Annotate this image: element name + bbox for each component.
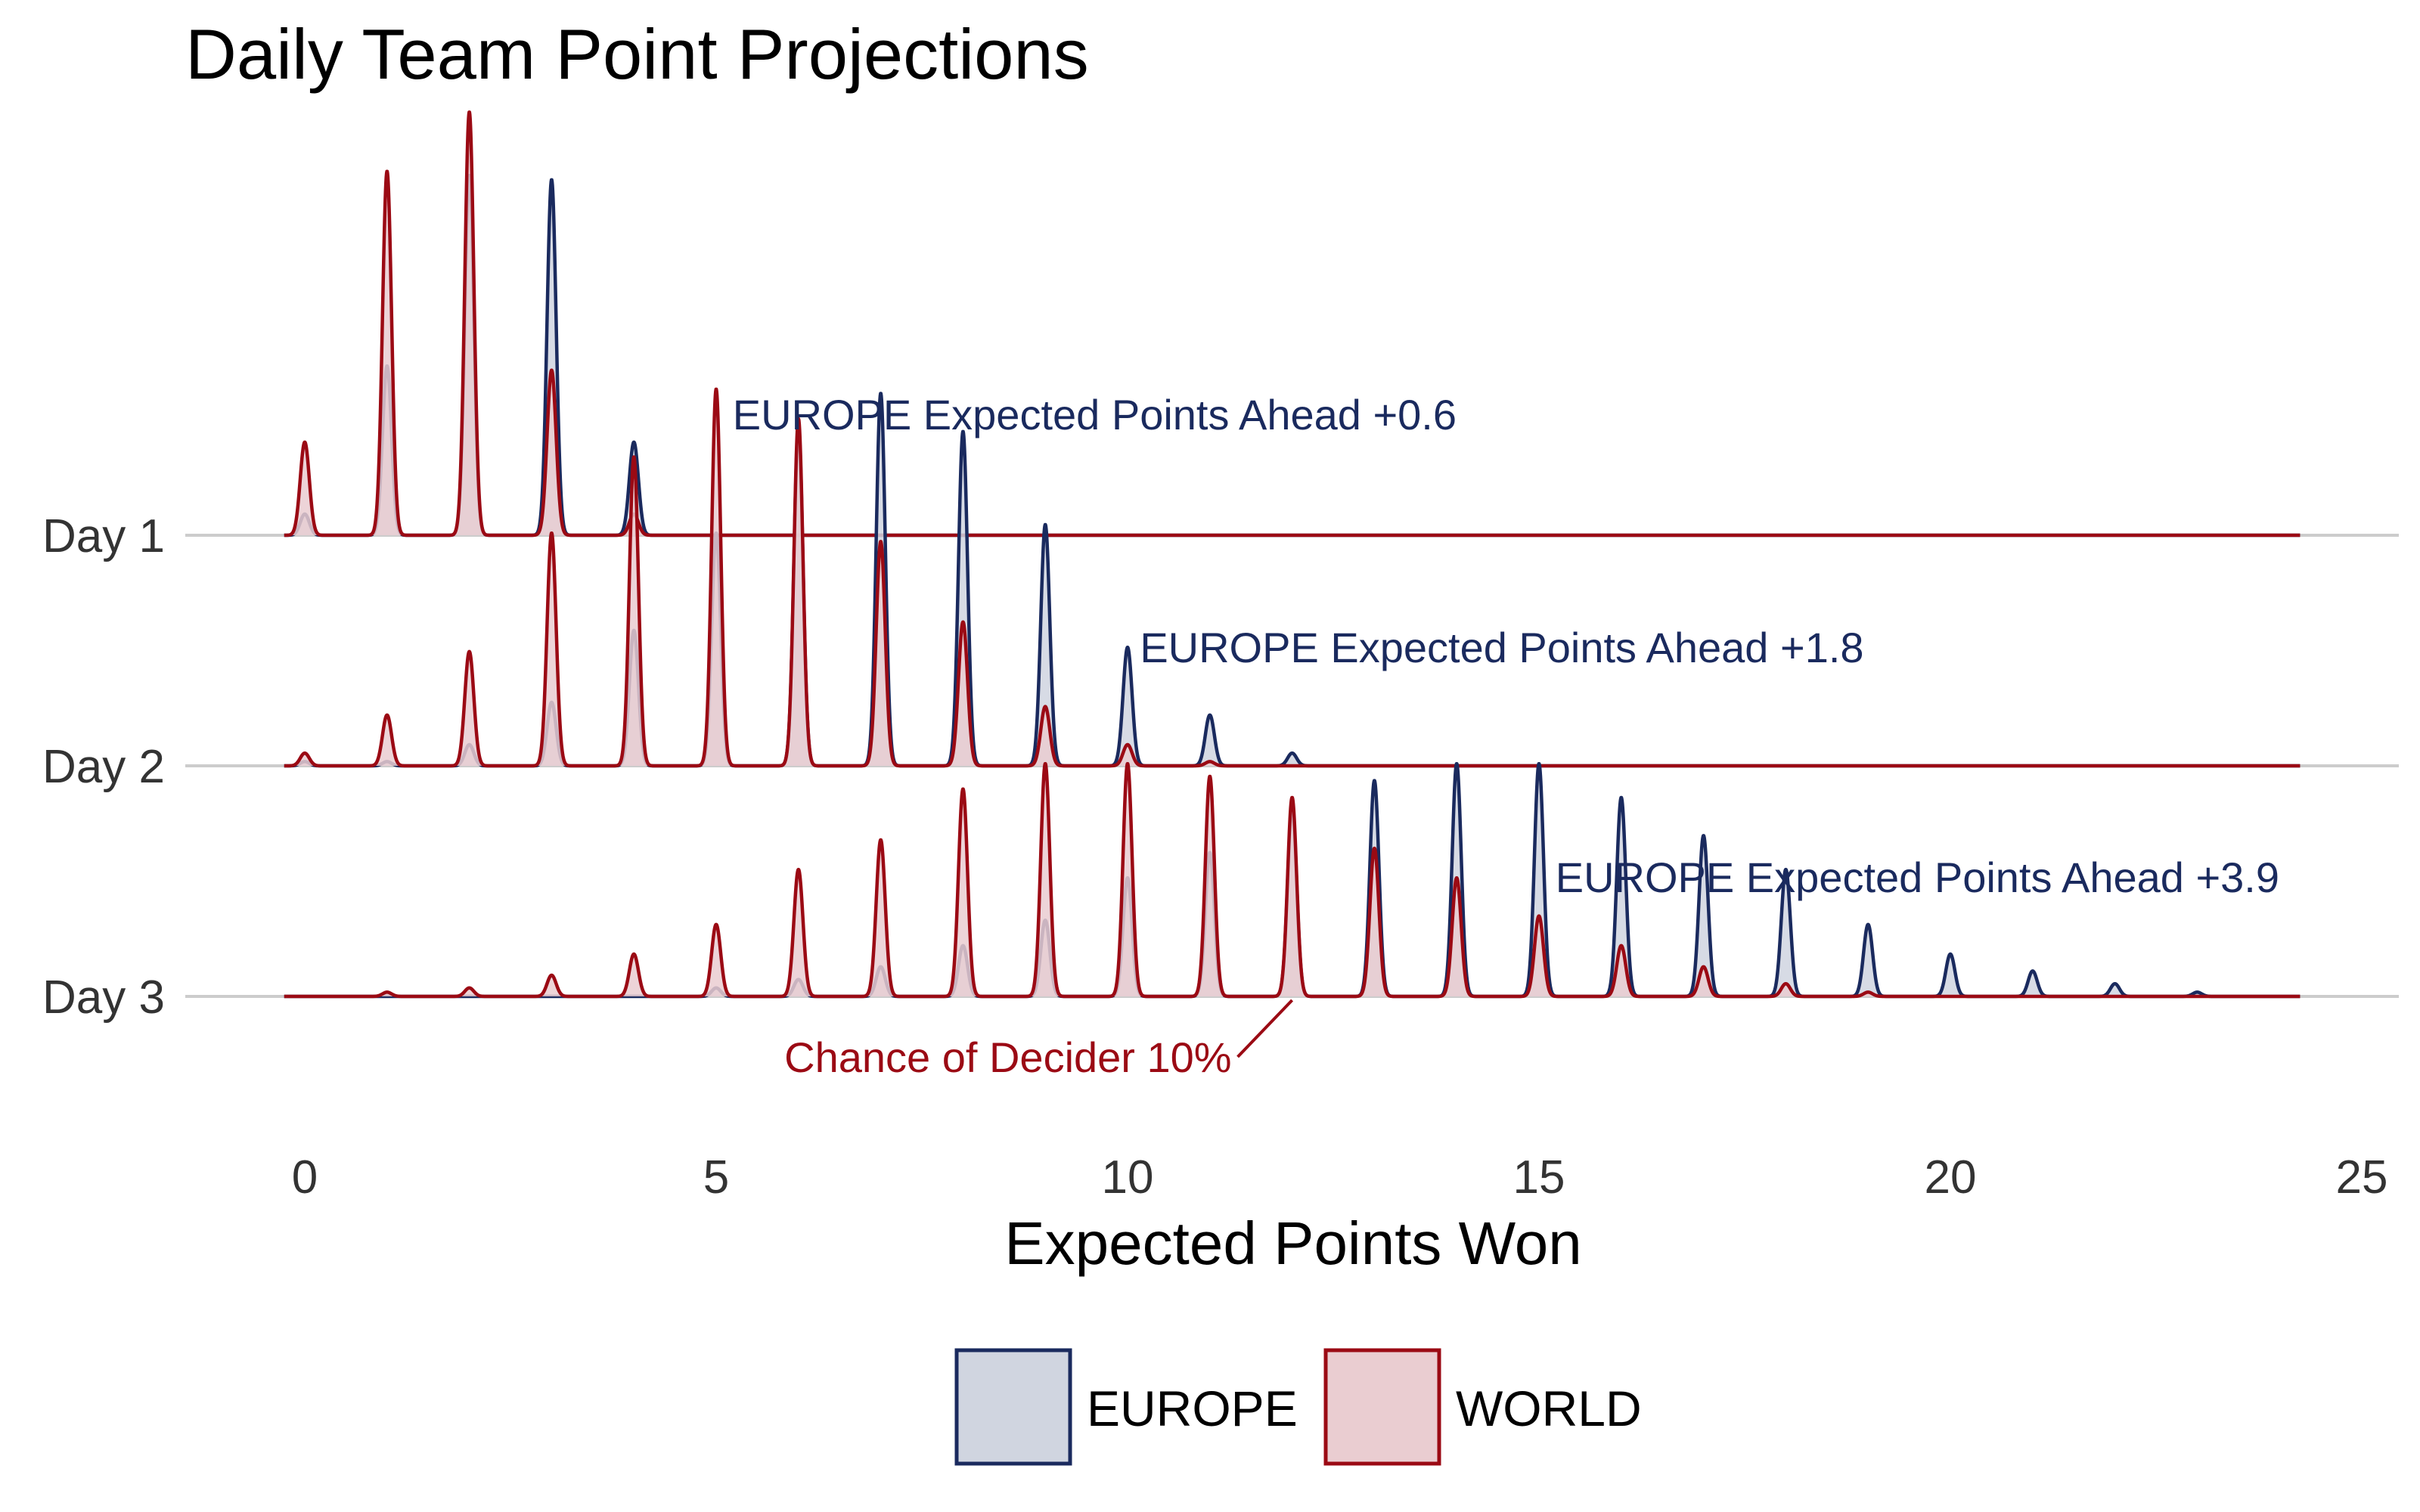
- annotation-day-2: EUROPE Expected Points Ahead +1.8: [1140, 624, 1863, 671]
- ridge-fill-world-day-2: [284, 389, 2301, 766]
- annotation-day-3: EUROPE Expected Points Ahead +3.9: [1556, 854, 2279, 901]
- annotation-day-1: EUROPE Expected Points Ahead +0.6: [733, 391, 1457, 438]
- y-tick-label: Day 2: [42, 741, 165, 793]
- annotations: EUROPE Expected Points Ahead +0.6 EUROPE …: [733, 391, 2279, 1081]
- ridge-line-world-day-2: [282, 387, 2302, 768]
- legend-swatch-europe: [954, 1348, 1072, 1466]
- ridge-line-world-day-3: [282, 761, 2302, 999]
- legend-label-europe: EUROPE: [1087, 1380, 1298, 1436]
- x-tick-label: 20: [1925, 1151, 1977, 1204]
- x-tick-label: 25: [2336, 1151, 2388, 1204]
- chart-title: Daily Team Point Projections: [185, 14, 1089, 94]
- ridge-line-europe-day-1: [282, 174, 2302, 538]
- ridge-line-world-day-1: [282, 110, 2302, 538]
- legend-swatch-world: [1323, 1348, 1441, 1466]
- x-tick-label: 0: [292, 1151, 318, 1204]
- callout-label: Chance of Decider 10%: [784, 1033, 1231, 1081]
- legend-label-world: WORLD: [1456, 1380, 1642, 1436]
- callout-leader-line: [1236, 999, 1294, 1058]
- ridge-fill-europe-day-1: [284, 175, 2301, 535]
- y-tick-label: Day 1: [42, 510, 165, 562]
- ridge-fill-europe-day-2: [284, 393, 2301, 766]
- ridge-line-europe-day-2: [282, 392, 2302, 768]
- legend: EUROPE WORLD: [954, 1348, 1642, 1466]
- x-tick-label: 15: [1513, 1151, 1565, 1204]
- x-axis-ticks: 0 5 10 15 20 25: [292, 1151, 2388, 1204]
- y-axis-labels: Day 1 Day 2 Day 3: [42, 510, 165, 1024]
- x-axis-title: Expected Points Won: [1004, 1210, 1581, 1277]
- ridge-fill-world-day-1: [284, 112, 2301, 535]
- x-tick-label: 10: [1102, 1151, 1154, 1204]
- ridges: [282, 110, 2302, 999]
- x-tick-label: 5: [703, 1151, 729, 1204]
- ridge-fill-world-day-3: [284, 764, 2301, 996]
- y-tick-label: Day 3: [42, 971, 165, 1024]
